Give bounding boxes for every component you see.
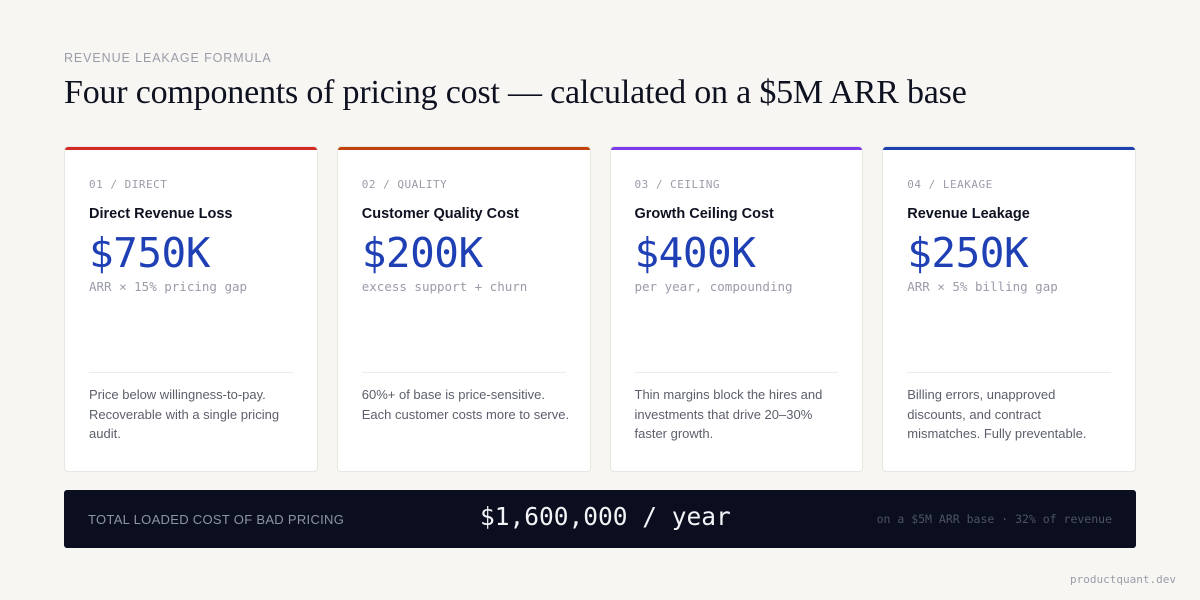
card-formula: excess support + churn	[361, 279, 528, 294]
card-description: 60%+ of base is price-sensitive. Each cu…	[361, 387, 570, 422]
card-tag: 03 / CEILING	[634, 178, 720, 191]
card-accent-bar	[65, 147, 317, 150]
card-formula: ARR × 15% pricing gap	[89, 279, 248, 294]
card-value: $400K	[634, 229, 756, 277]
card-accent-bar	[610, 147, 863, 150]
card-tag: 04 / LEAKAGE	[907, 178, 993, 191]
card-divider	[634, 372, 839, 373]
card-value: $250K	[907, 229, 1029, 277]
card-title: Revenue Leakage	[907, 206, 1030, 222]
card-accent-bar	[337, 147, 590, 150]
page-title: Four components of pricing cost — calcul…	[64, 74, 967, 111]
card-quality: 02 / QUALITY Customer Quality Cost $200K…	[336, 146, 591, 472]
card-title: Growth Ceiling Cost	[634, 206, 774, 222]
card-title: Direct Revenue Loss	[89, 206, 233, 222]
card-title: Customer Quality Cost	[361, 206, 519, 222]
card-tag: 02 / QUALITY	[361, 178, 448, 191]
card-divider	[89, 372, 293, 373]
source-credit: productquant.dev	[1070, 573, 1176, 586]
card-accent-bar	[883, 147, 1135, 150]
card-description: Thin margins block the hires and investm…	[634, 387, 823, 441]
card-divider	[361, 372, 566, 373]
eyebrow-label: REVENUE LEAKAGE FORMULA	[64, 51, 272, 65]
total-cost-bar: TOTAL LOADED COST OF BAD PRICING $1,600,…	[64, 490, 1136, 548]
card-value: $200K	[361, 229, 483, 277]
card-formula: per year, compounding	[634, 279, 793, 294]
total-label: TOTAL LOADED COST OF BAD PRICING	[88, 512, 345, 527]
card-tag: 01 / DIRECT	[89, 178, 168, 191]
card-divider	[907, 372, 1111, 373]
total-note: on a $5M ARR base · 32% of revenue	[876, 512, 1112, 526]
card-direct: 01 / DIRECT Direct Revenue Loss $750K AR…	[64, 146, 318, 472]
card-ceiling: 03 / CEILING Growth Ceiling Cost $400K p…	[609, 146, 864, 472]
card-leakage: 04 / LEAKAGE Revenue Leakage $250K ARR ×…	[882, 146, 1136, 472]
card-value: $750K	[89, 229, 210, 277]
card-description: Price below willingness-to-pay. Recovera…	[89, 387, 280, 441]
cost-cards: 01 / DIRECT Direct Revenue Loss $750K AR…	[64, 146, 1136, 472]
card-description: Billing errors, unapproved discounts, an…	[907, 387, 1087, 441]
card-formula: ARR × 5% billing gap	[907, 279, 1058, 294]
total-amount: $1,600,000 / year	[480, 502, 731, 531]
